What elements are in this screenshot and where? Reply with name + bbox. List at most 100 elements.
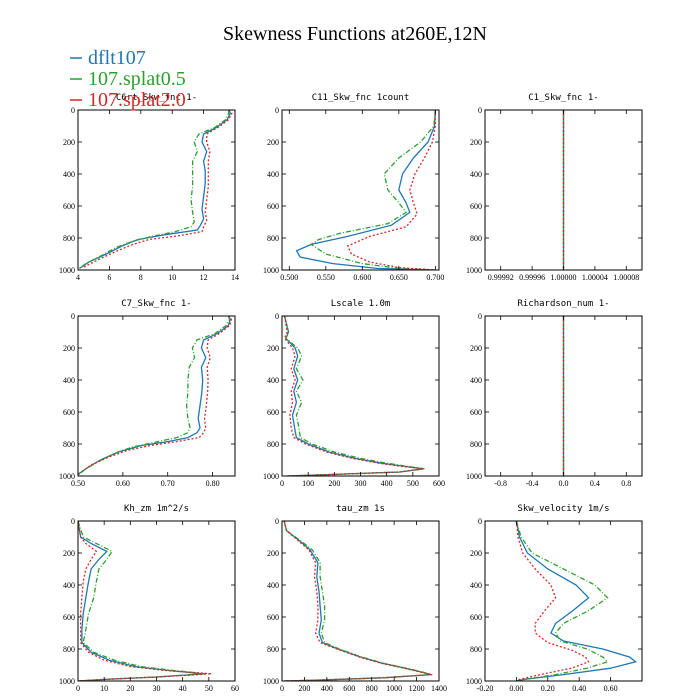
series-line-107-splat0-5 bbox=[283, 316, 425, 476]
y-tick-label: 200 bbox=[267, 549, 279, 558]
y-tick-label: 0 bbox=[71, 106, 75, 115]
y-tick-label: 600 bbox=[267, 408, 279, 417]
panel-title: Richardson_num 1- bbox=[517, 299, 609, 309]
x-tick-label: 400 bbox=[381, 479, 393, 488]
x-tick-label: 0.40 bbox=[572, 684, 586, 693]
x-tick-label: 0.500 bbox=[280, 273, 298, 282]
x-tick-label: 10 bbox=[100, 684, 108, 693]
x-tick-label: 1400 bbox=[431, 684, 447, 693]
x-tick-label: 10 bbox=[168, 273, 176, 282]
series-group bbox=[78, 521, 212, 681]
x-tick-label: 1200 bbox=[409, 684, 425, 693]
x-tick-label: -0.8 bbox=[494, 479, 507, 488]
x-tick-label: 300 bbox=[355, 479, 367, 488]
y-tick-label: 200 bbox=[63, 138, 75, 147]
x-tick-label: 20 bbox=[126, 684, 134, 693]
series-line-107-splat2-0 bbox=[283, 521, 433, 681]
y-tick-label: 1000 bbox=[59, 677, 75, 686]
x-tick-label: 1.00004 bbox=[582, 273, 608, 282]
series-line-107-splat0-5 bbox=[515, 521, 609, 681]
series-group bbox=[283, 316, 425, 476]
y-tick-label: 800 bbox=[63, 645, 75, 654]
x-tick-label: 0.600 bbox=[353, 273, 371, 282]
series-line-dflt107 bbox=[78, 521, 204, 681]
panel-6: Richardson_num 1- 0 200 400 600 800 1000 -0.8 -0… bbox=[466, 299, 643, 488]
x-tick-label: 0.650 bbox=[390, 273, 408, 282]
y-tick-label: 800 bbox=[267, 645, 279, 654]
y-tick-label: 400 bbox=[267, 170, 279, 179]
y-tick-label: 800 bbox=[267, 440, 279, 449]
x-tick-label: 0.700 bbox=[426, 273, 444, 282]
x-tick-label: 40 bbox=[179, 684, 187, 693]
x-tick-label: 1000 bbox=[386, 684, 402, 693]
x-tick-label: 0.70 bbox=[161, 479, 175, 488]
series-line-107-splat2-0 bbox=[346, 110, 436, 270]
x-tick-label: 0.8 bbox=[621, 479, 631, 488]
series-group bbox=[283, 521, 433, 681]
y-tick-label: 400 bbox=[267, 581, 279, 590]
x-tick-label: 50 bbox=[205, 684, 213, 693]
legend-label: 107.splat0.5 bbox=[88, 68, 186, 90]
legend-item: 107.splat2.0 bbox=[70, 89, 186, 111]
y-tick-label: 400 bbox=[63, 581, 75, 590]
legend-label: 107.splat2.0 bbox=[88, 89, 186, 111]
y-tick-label: 0 bbox=[275, 517, 279, 526]
y-tick-label: 1000 bbox=[263, 472, 279, 481]
x-tick-label: -0.4 bbox=[526, 479, 539, 488]
x-tick-label: 0.50 bbox=[71, 479, 85, 488]
x-tick-label: 0.80 bbox=[206, 479, 220, 488]
x-tick-label: 800 bbox=[366, 684, 378, 693]
y-tick-label: 0 bbox=[275, 106, 279, 115]
series-line-107-splat0-5 bbox=[78, 521, 207, 681]
y-tick-label: 600 bbox=[470, 613, 482, 622]
y-tick-label: 1000 bbox=[59, 266, 75, 275]
y-tick-label: 600 bbox=[267, 613, 279, 622]
x-tick-label: 0 bbox=[280, 479, 284, 488]
y-tick-label: 800 bbox=[267, 234, 279, 243]
series-group bbox=[78, 316, 233, 476]
y-tick-label: 0 bbox=[478, 517, 482, 526]
x-tick-label: 0.99996 bbox=[519, 273, 545, 282]
y-tick-label: 1000 bbox=[263, 677, 279, 686]
panel-title: Skw_velocity 1m/s bbox=[517, 504, 609, 514]
plot-frame bbox=[77, 315, 236, 477]
y-tick-label: 200 bbox=[470, 344, 482, 353]
x-tick-label: 100 bbox=[302, 479, 314, 488]
series-line-dflt107 bbox=[295, 110, 436, 270]
y-tick-label: 1000 bbox=[59, 472, 75, 481]
series-line-107-splat2-0 bbox=[78, 316, 233, 475]
panel-9: Skw_velocity 1m/s 0 200 400 600 800 1000-0.20 0… bbox=[466, 504, 643, 693]
x-tick-label: 1.00008 bbox=[613, 273, 639, 282]
x-tick-label: 14 bbox=[231, 273, 239, 282]
y-tick-label: 1000 bbox=[466, 266, 482, 275]
series-group bbox=[515, 521, 638, 681]
x-tick-label: 600 bbox=[433, 479, 445, 488]
panel-title: tau_zm 1s bbox=[336, 504, 385, 514]
y-tick-label: 400 bbox=[470, 170, 482, 179]
y-tick-label: 200 bbox=[470, 549, 482, 558]
panel-2: C11_Skw_fnc 1count 0 200 400 600 800 10000.500… bbox=[263, 93, 444, 282]
x-tick-label: 6 bbox=[107, 273, 111, 282]
panel-title: Lscale 1.0m bbox=[331, 299, 391, 309]
x-tick-label: 400 bbox=[321, 684, 333, 693]
x-tick-label: 0.99992 bbox=[488, 273, 514, 282]
series-line-dflt107 bbox=[283, 316, 424, 476]
y-tick-label: 800 bbox=[63, 234, 75, 243]
y-tick-label: 600 bbox=[63, 408, 75, 417]
x-tick-label: 0.0 bbox=[559, 479, 569, 488]
y-tick-label: 400 bbox=[267, 376, 279, 385]
x-tick-label: 4 bbox=[76, 273, 80, 282]
panel-title: C11_Skw_fnc 1count bbox=[312, 93, 410, 103]
plot-frame bbox=[281, 520, 440, 682]
legend-label: dflt107 bbox=[88, 47, 146, 69]
series-line-dflt107 bbox=[515, 521, 638, 681]
x-tick-label: 200 bbox=[328, 479, 340, 488]
y-tick-label: 0 bbox=[275, 312, 279, 321]
series-line-107-splat0-5 bbox=[78, 316, 231, 476]
x-tick-label: 600 bbox=[343, 684, 355, 693]
panel-title: Kh_zm 1m^2/s bbox=[124, 504, 189, 514]
